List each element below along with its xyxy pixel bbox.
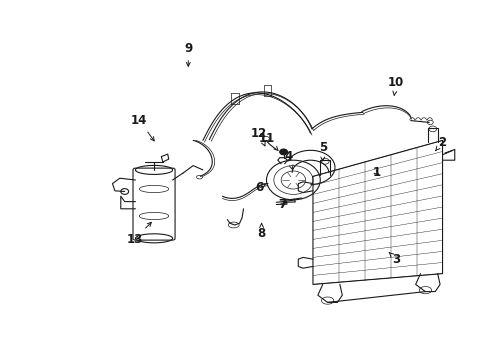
Text: 13: 13: [126, 222, 151, 246]
Text: 8: 8: [257, 224, 265, 240]
Text: 2: 2: [435, 136, 446, 151]
Text: 3: 3: [388, 252, 399, 266]
Text: 11: 11: [258, 132, 277, 150]
Text: 14: 14: [131, 114, 154, 141]
Text: 10: 10: [387, 76, 404, 95]
Circle shape: [279, 149, 287, 155]
Text: 4: 4: [284, 150, 292, 169]
Text: 5: 5: [318, 141, 326, 161]
Text: 1: 1: [372, 166, 380, 179]
Text: 9: 9: [184, 42, 192, 66]
Text: 6: 6: [255, 181, 265, 194]
Text: 12: 12: [250, 127, 267, 146]
Text: 7: 7: [278, 198, 286, 211]
